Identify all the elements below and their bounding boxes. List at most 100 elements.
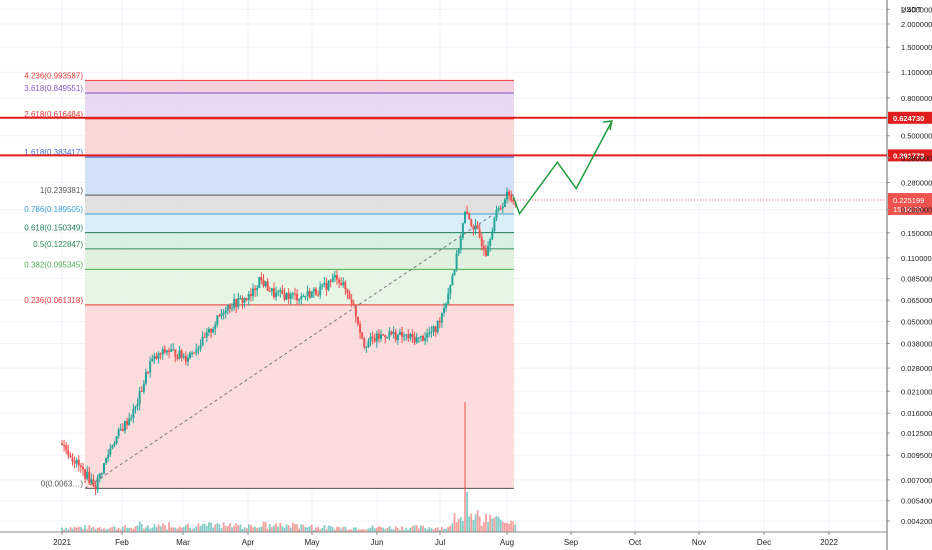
volume-bar	[365, 529, 368, 532]
last-price-tag	[888, 193, 932, 216]
volume-bar	[203, 523, 206, 532]
price-label: 0.200000	[901, 206, 932, 215]
volume-bar	[224, 525, 227, 532]
volume-bar	[170, 527, 173, 532]
volume-bar	[258, 527, 261, 532]
volume-bar	[508, 523, 510, 532]
volume-bar	[260, 526, 263, 532]
candle-body	[312, 288, 315, 292]
candle-body	[256, 287, 259, 291]
volume-bar	[438, 529, 441, 532]
volume-bar	[84, 525, 86, 532]
volume-bar	[493, 517, 496, 532]
candle-body	[348, 293, 351, 300]
volume-bar	[197, 523, 200, 532]
candle-body	[239, 298, 242, 300]
candle-body	[382, 334, 385, 336]
candle-body	[296, 293, 299, 301]
candle-body	[445, 303, 448, 308]
time-label: Jul	[435, 538, 445, 547]
volume-bar	[214, 524, 217, 532]
volume-bar	[405, 527, 408, 532]
volume-bar	[199, 525, 202, 532]
volume-bar	[174, 527, 177, 532]
volume-bar	[134, 526, 137, 532]
volume-bar	[417, 528, 420, 532]
volume-bar	[287, 525, 290, 532]
time-label: 2021	[53, 538, 71, 547]
volume-bar	[268, 524, 271, 532]
candle-body	[373, 337, 376, 342]
candle-body	[289, 293, 292, 299]
volume-bar	[140, 523, 143, 532]
volume-bar	[472, 520, 475, 532]
volume-bar	[136, 525, 139, 532]
candle-body	[398, 331, 401, 335]
candle-body	[428, 332, 431, 334]
candle-body	[226, 304, 229, 311]
volume-bar	[220, 528, 223, 532]
volume-bar	[304, 527, 307, 532]
candle-body	[325, 283, 328, 290]
volume-bar	[394, 526, 397, 532]
volume-bar	[208, 522, 210, 532]
volume-bar	[157, 524, 160, 532]
price-label: 0.050000	[901, 317, 932, 326]
volume-bar	[478, 516, 481, 532]
volume-bar	[485, 513, 487, 532]
candle-body	[262, 280, 265, 287]
fib-band	[85, 195, 514, 214]
candle-body	[367, 341, 370, 347]
volume-bar	[61, 527, 63, 532]
fib-lines: 4.236(0.993587) 3.618(0.849551) 2.618(0.61…	[24, 71, 514, 489]
volume-bar	[409, 527, 412, 532]
candle-body	[468, 213, 471, 220]
volume-bar	[428, 527, 431, 532]
candle-body	[476, 225, 479, 229]
volume-bar	[384, 529, 387, 532]
currency-label: USDT	[901, 5, 922, 14]
volume-bar	[218, 524, 221, 532]
candle-body	[115, 436, 118, 444]
candle-body	[237, 298, 240, 307]
candle-body	[277, 291, 280, 293]
volume-bar	[161, 523, 164, 532]
candle-body	[151, 358, 154, 362]
candle-body	[505, 191, 508, 200]
candle-body	[176, 357, 179, 359]
candle-body	[268, 290, 271, 292]
projection-path	[512, 120, 613, 216]
candle-body	[140, 390, 143, 392]
candle-body	[195, 349, 198, 353]
candle-body	[111, 445, 114, 449]
volume-bar	[145, 527, 147, 532]
price-label: 0.150000	[901, 229, 932, 238]
volume-bar	[79, 527, 82, 532]
candle-body	[212, 328, 215, 333]
volume-bar	[413, 525, 416, 532]
volume-bar	[69, 527, 72, 532]
candle-body	[165, 350, 168, 353]
candle-body	[300, 296, 303, 300]
volume-bar	[315, 527, 317, 532]
candle-body	[430, 331, 433, 333]
candle-body	[470, 219, 473, 227]
candle-body	[422, 335, 425, 341]
volume-bar	[380, 526, 382, 532]
volume-bar	[390, 528, 393, 532]
volume-bar	[436, 527, 439, 532]
volume-bar	[306, 527, 309, 532]
candle-body	[117, 429, 120, 437]
candle-body	[298, 299, 301, 301]
candle-body	[489, 239, 492, 246]
candle-body	[411, 334, 414, 337]
candle-body	[401, 331, 404, 337]
candle-body	[218, 315, 221, 317]
candle-body	[371, 336, 374, 338]
candle-body	[419, 335, 422, 338]
candle-body	[224, 310, 227, 314]
volume-bar	[342, 527, 345, 532]
volume-bar	[512, 521, 515, 532]
candle-body	[254, 288, 257, 291]
price-label: 2.000000	[901, 20, 932, 29]
